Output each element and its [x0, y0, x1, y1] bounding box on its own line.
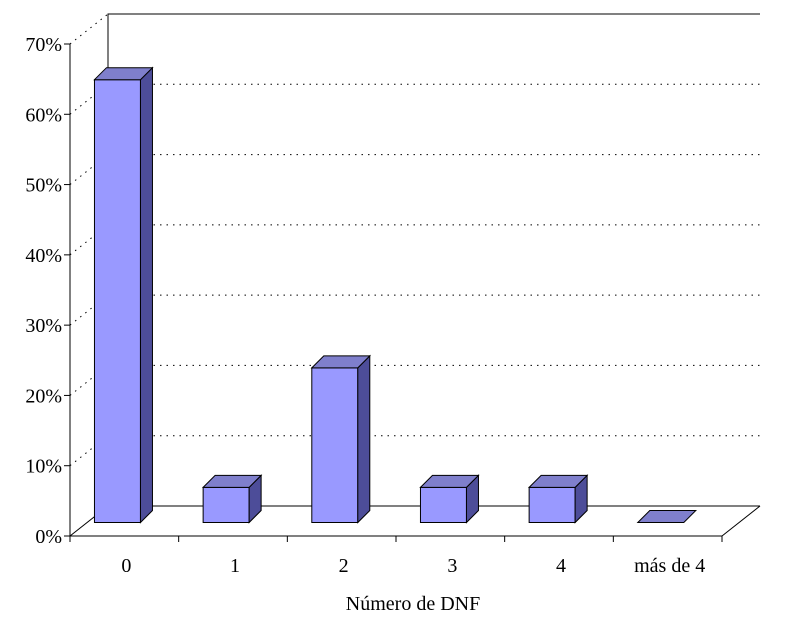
- bar-top: [201, 474, 263, 488]
- bar: [93, 66, 154, 524]
- bar: [310, 354, 372, 524]
- bar: [527, 474, 589, 524]
- y-tick-label: 0%: [35, 526, 62, 548]
- bar-top: [419, 474, 480, 488]
- bar-front: [311, 367, 359, 523]
- back-wall-edge: [107, 13, 760, 506]
- gridline-side: [69, 13, 109, 45]
- bar-front: [93, 79, 141, 523]
- gridlines: [69, 13, 760, 537]
- category-label: 4: [556, 555, 566, 577]
- y-tick-label: 70%: [25, 34, 62, 56]
- y-tick-labels: 0% 10% 20% 30% 40% 50% 60% 70%: [25, 34, 62, 548]
- bar-side: [357, 354, 371, 524]
- category-label: 2: [339, 555, 349, 577]
- floor-right-edge: [721, 505, 761, 537]
- bar-front: [528, 486, 576, 523]
- x-axis-title: Número de DNF: [346, 593, 480, 615]
- bars: [93, 66, 698, 524]
- y-tick-label: 40%: [25, 245, 62, 267]
- y-tick-label: 30%: [25, 315, 62, 337]
- bar: [201, 474, 263, 524]
- y-tick-label: 60%: [25, 104, 62, 126]
- category-label: 0: [121, 555, 131, 577]
- bar-side: [139, 66, 153, 524]
- axes: [64, 43, 723, 542]
- category-labels: 0 1 2 3 4 más de 4: [121, 555, 705, 577]
- category-label: 1: [230, 555, 240, 577]
- bar: [419, 474, 480, 524]
- bar-top: [93, 67, 154, 81]
- bar-front: [202, 486, 250, 523]
- y-tick-label: 10%: [25, 456, 62, 478]
- category-label: 3: [447, 555, 457, 577]
- category-label: más de 4: [634, 555, 705, 577]
- bar-top: [636, 510, 698, 523]
- bar-top: [310, 355, 372, 369]
- bar: [636, 510, 698, 523]
- bar-front: [419, 486, 467, 523]
- bar-top: [527, 474, 589, 488]
- chart-walls: [107, 13, 761, 537]
- y-tick-label: 20%: [25, 385, 62, 407]
- y-tick-label: 50%: [25, 175, 62, 197]
